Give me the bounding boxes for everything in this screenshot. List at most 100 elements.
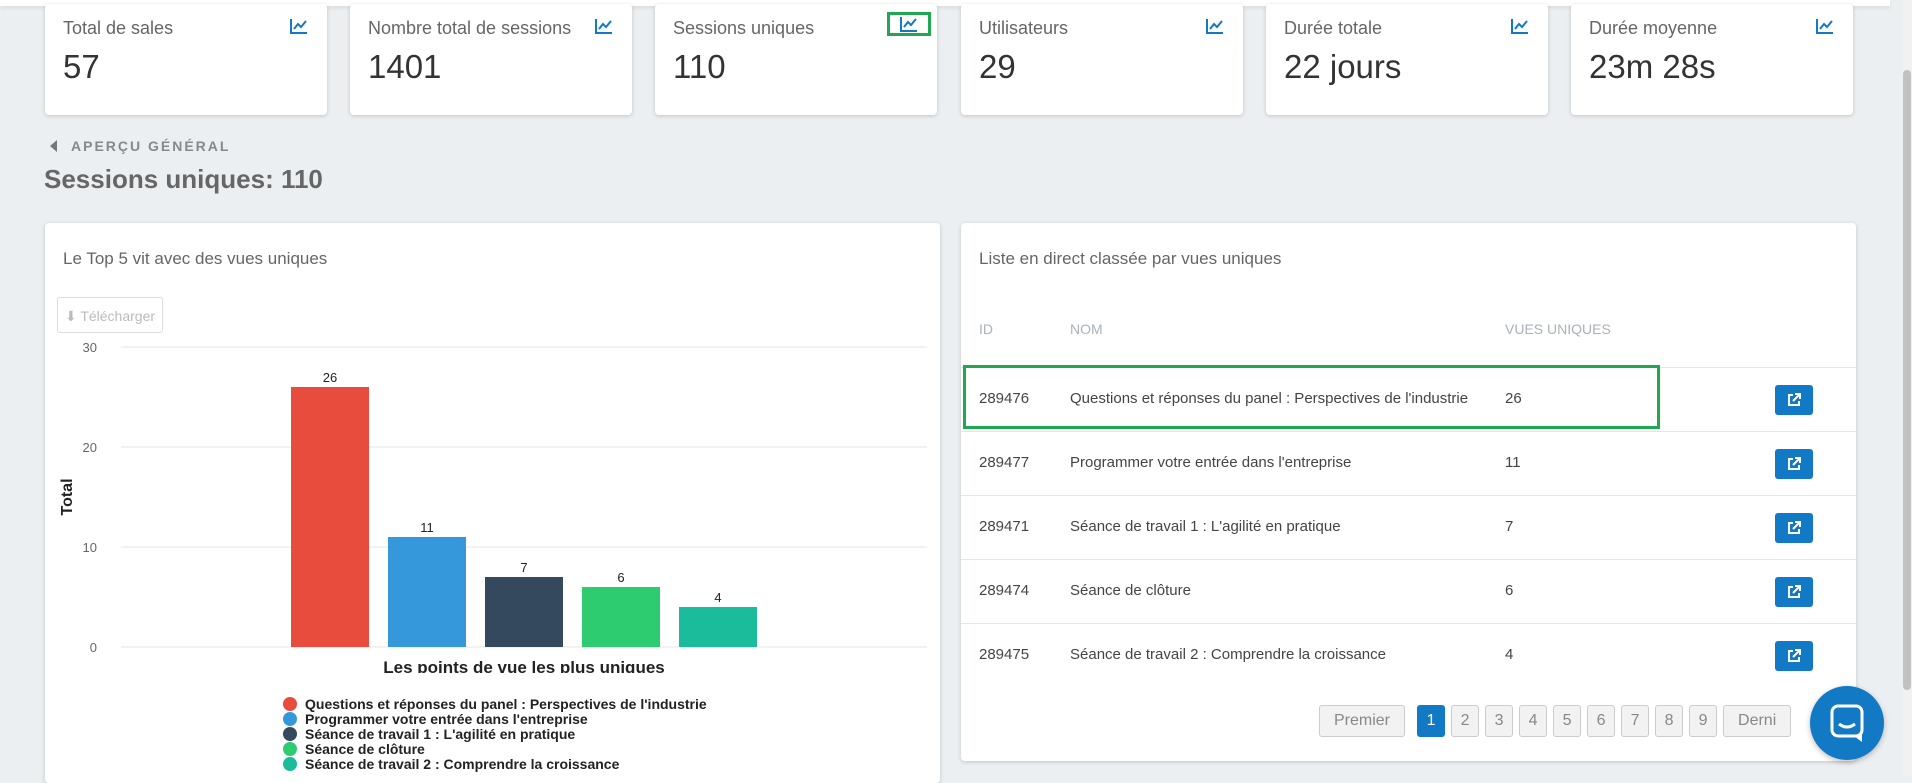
page-button-8[interactable]: 8 [1655,705,1684,737]
table-row: 289475 Séance de travail 2 : Comprendre … [961,623,1856,688]
chat-launcher-button[interactable] [1810,686,1884,760]
column-header-name[interactable]: NOM [1070,321,1103,337]
cell-views: 26 [1505,390,1522,407]
page-button-4[interactable]: 4 [1519,705,1548,737]
legend-item[interactable]: Questions et réponses du panel : Perspec… [283,697,707,712]
bar-chart: 0 10 20 30 Total 26 11 7 6 4 Les points de vue les… [59,340,927,673]
chat-icon [1830,704,1864,742]
chart-legend: Questions et réponses du panel : Perspec… [283,697,707,772]
line-chart-icon[interactable] [1815,18,1835,36]
stat-label: Total de sales [63,18,174,38]
stat-value: 29 [979,48,1016,85]
table-row: 289477 Programmer votre entrée dans l'en… [961,431,1856,496]
chart-panel-title: Le Top 5 vit avec des vues uniques [63,249,328,268]
download-button[interactable]: ⬇ Télécharger [57,297,163,333]
stat-value: 110 [673,48,726,85]
bar [582,587,660,647]
column-header-id[interactable]: ID [979,321,993,337]
stat-label: Durée moyenne [1589,18,1718,38]
page-button-2[interactable]: 2 [1451,705,1480,737]
stat-card-total-sessions: Nombre total de sessions 1401 [350,4,632,115]
bar-value-label: 7 [520,560,527,575]
bar-value-label: 11 [420,520,434,535]
table-row: 289474 Séance de clôture 6 [961,559,1856,624]
line-chart-icon[interactable] [594,18,614,36]
chart-panel: Le Top 5 vit avec des vues uniques ⬇ Tél… [45,223,940,783]
cell-name: Programmer votre entrée dans l'entrepris… [1070,454,1352,471]
back-to-overview-link[interactable]: APERÇU GÉNÉRAL [50,138,230,154]
page-first-button[interactable]: Premier [1319,705,1406,737]
x-axis-title: Les points de vue les plus uniques [383,658,665,673]
page-button-3[interactable]: 3 [1485,705,1514,737]
section-title: Sessions uniques: 110 [44,164,323,194]
y-tick-label: 20 [83,440,97,455]
cell-id: 289471 [979,518,1030,535]
legend-label: Séance de travail 1 : L'agilité en prati… [305,726,576,742]
bar [291,387,369,647]
external-link-icon [1788,457,1801,470]
scrollbar-thumb[interactable] [1903,70,1911,690]
legend-item[interactable]: Séance de travail 1 : L'agilité en prati… [283,727,707,742]
page-scrollbar[interactable] [1902,0,1912,776]
stat-value: 1401 [368,48,442,85]
stat-value: 23m 28s [1589,48,1716,85]
legend-label: Questions et réponses du panel : Perspec… [305,696,707,712]
cell-views: 11 [1505,454,1521,471]
page-button-6[interactable]: 6 [1587,705,1616,737]
cell-id: 289476 [979,390,1030,407]
line-chart-icon[interactable] [289,18,309,36]
legend-item[interactable]: Séance de travail 2 : Comprendre la croi… [283,757,707,772]
page-button-9[interactable]: 9 [1689,705,1718,737]
cell-name: Séance de travail 1 : L'agilité en prati… [1070,518,1341,535]
bar [388,537,466,647]
column-header-unique-views[interactable]: VUES UNIQUES [1505,321,1611,337]
legend-label: Programmer votre entrée dans l'entrepris… [305,711,588,727]
stat-card-unique-sessions: Sessions uniques 110 [655,4,937,115]
external-link-icon [1788,521,1801,534]
legend-marker [283,697,297,711]
open-external-button[interactable] [1775,577,1813,607]
legend-marker [283,727,297,741]
page-button-7[interactable]: 7 [1621,705,1650,737]
legend-label: Séance de travail 2 : Comprendre la croi… [305,756,620,772]
y-tick-label: 0 [90,640,97,655]
legend-label: Séance de clôture [305,741,425,757]
bar-value-label: 26 [323,370,337,385]
stat-label: Nombre total de sessions [368,18,572,38]
open-external-button[interactable] [1775,385,1813,415]
stat-label: Utilisateurs [979,18,1069,38]
open-external-button[interactable] [1775,513,1813,543]
top-bar [0,0,1890,6]
bar [485,577,563,647]
line-chart-icon[interactable] [1510,18,1530,36]
stat-label: Sessions uniques [673,18,815,38]
line-chart-icon[interactable] [1205,18,1225,36]
line-chart-icon[interactable] [887,12,931,36]
external-link-icon [1788,649,1801,662]
page-last-button[interactable]: Derni [1723,705,1792,737]
page-button-5[interactable]: 5 [1553,705,1582,737]
stat-card-average-duration: Durée moyenne 23m 28s [1571,4,1853,115]
stat-value: 57 [63,48,100,85]
bar-value-label: 4 [714,590,721,605]
open-external-button[interactable] [1775,641,1813,671]
table-panel-title: Liste en direct classée par vues uniques [979,249,1282,268]
cell-name: Questions et réponses du panel : Perspec… [1070,390,1469,407]
back-label: APERÇU GÉNÉRAL [71,138,231,154]
page-button-1[interactable]: 1 [1417,705,1446,737]
y-tick-label: 10 [83,540,97,555]
bar [679,607,757,647]
legend-item[interactable]: Séance de clôture [283,742,707,757]
stat-label: Durée totale [1284,18,1383,38]
table-row: 289471 Séance de travail 1 : L'agilité e… [961,495,1856,560]
open-external-button[interactable] [1775,449,1813,479]
cell-name: Séance de clôture [1070,582,1191,599]
y-tick-label: 30 [83,340,97,355]
legend-marker [283,757,297,771]
bar-value-label: 6 [617,570,624,585]
stat-card-total-duration: Durée totale 22 jours [1266,4,1548,115]
legend-item[interactable]: Programmer votre entrée dans l'entrepris… [283,712,707,727]
cell-id: 289474 [979,582,1030,599]
external-link-icon [1788,585,1801,598]
highlighted-row-outline [963,365,1660,429]
